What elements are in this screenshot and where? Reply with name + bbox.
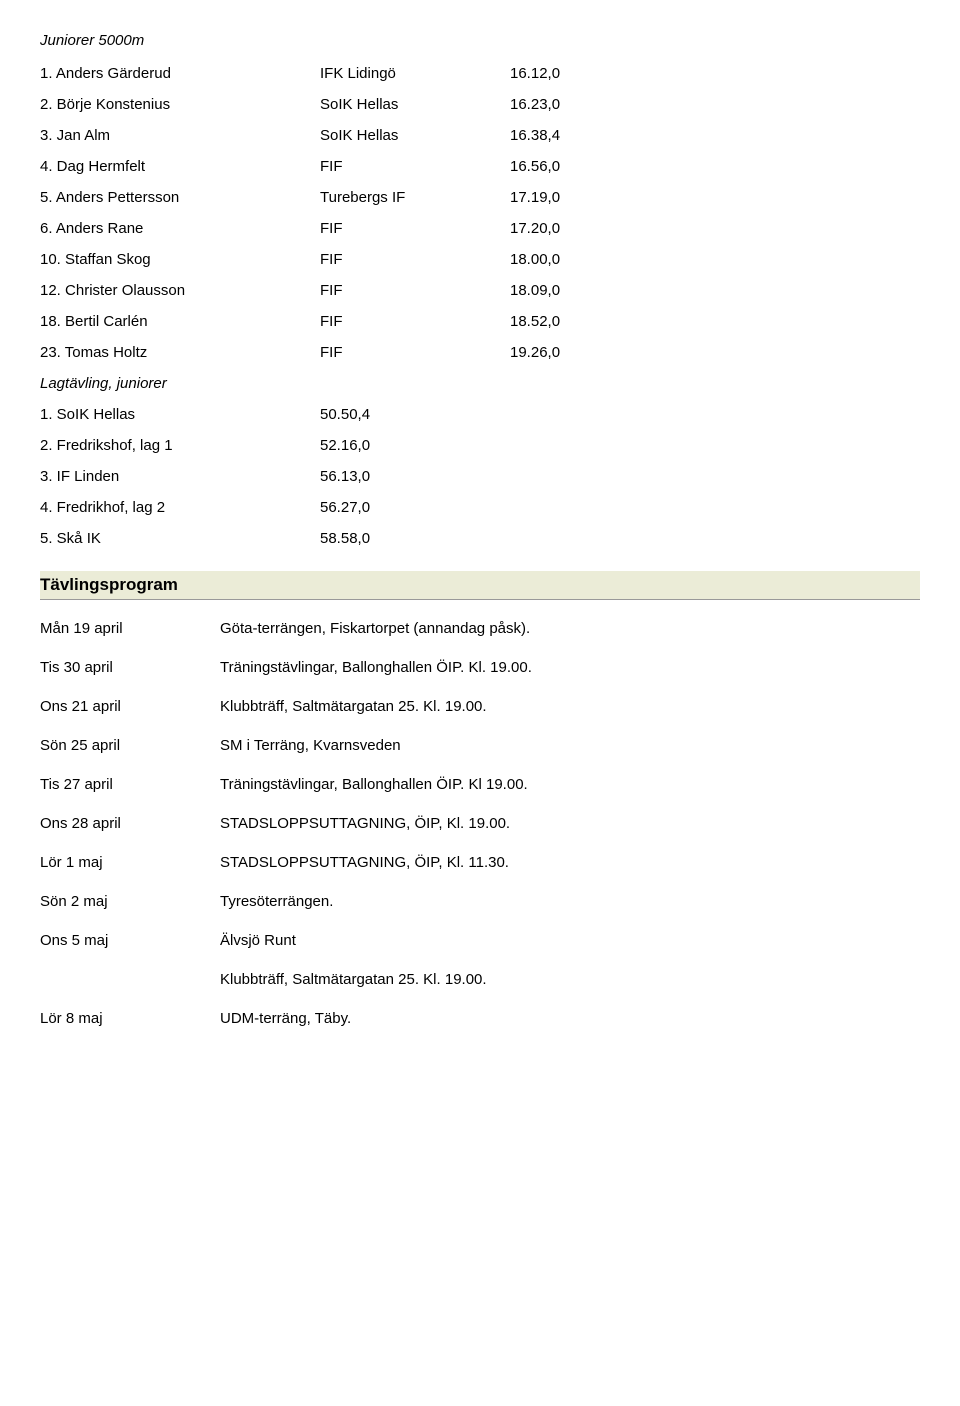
schedule-date — [40, 971, 220, 988]
schedule-date: Sön 25 april — [40, 737, 220, 754]
result-club: SoIK Hellas — [320, 96, 510, 113]
schedule-desc: STADSLOPPSUTTAGNING, ÖIP, Kl. 19.00. — [220, 815, 920, 832]
result-club: IFK Lidingö — [320, 65, 510, 82]
schedule-row: Sön 2 majTyresöterrängen. — [40, 893, 920, 910]
result-club: FIF — [320, 313, 510, 330]
result-time: 18.09,0 — [510, 282, 610, 299]
result-club: FIF — [320, 220, 510, 237]
team-rank-name: 1. SoIK Hellas — [40, 406, 320, 423]
result-time: 16.38,4 — [510, 127, 610, 144]
schedule-date: Tis 30 april — [40, 659, 220, 676]
result-rank-name: 2. Börje Konstenius — [40, 96, 320, 113]
result-rank-name: 6. Anders Rane — [40, 220, 320, 237]
result-row: 3. Jan AlmSoIK Hellas16.38,4 — [40, 127, 920, 144]
schedule-desc: Träningstävlingar, Ballonghallen ÖIP. Kl… — [220, 776, 920, 793]
result-rank-name: 4. Dag Hermfelt — [40, 158, 320, 175]
result-row: 6. Anders RaneFIF17.20,0 — [40, 220, 920, 237]
result-rank-name: 10. Staffan Skog — [40, 251, 320, 268]
schedule-row: Ons 21 aprilKlubbträff, Saltmätargatan 2… — [40, 698, 920, 715]
team-time: 56.13,0 — [320, 468, 420, 485]
schedule-date: Ons 28 april — [40, 815, 220, 832]
team-rank-name: 2. Fredrikshof, lag 1 — [40, 437, 320, 454]
result-row: 5. Anders PetterssonTurebergs IF17.19,0 — [40, 189, 920, 206]
team-time: 56.27,0 — [320, 499, 420, 516]
schedule-date: Ons 21 april — [40, 698, 220, 715]
schedule-desc: Göta-terrängen, Fiskartorpet (annandag p… — [220, 620, 920, 637]
team-rank-name: 3. IF Linden — [40, 468, 320, 485]
event-title: Juniorer 5000m — [40, 32, 920, 49]
result-club: FIF — [320, 251, 510, 268]
result-rank-name: 18. Bertil Carlén — [40, 313, 320, 330]
result-rank-name: 5. Anders Pettersson — [40, 189, 320, 206]
result-row: 10. Staffan SkogFIF18.00,0 — [40, 251, 920, 268]
schedule-row: Sön 25 aprilSM i Terräng, Kvarnsveden — [40, 737, 920, 754]
schedule-desc: Älvsjö Runt — [220, 932, 920, 949]
schedule-row: Tis 27 aprilTräningstävlingar, Ballongha… — [40, 776, 920, 793]
result-rank-name: 1. Anders Gärderud — [40, 65, 320, 82]
results-list: 1. Anders GärderudIFK Lidingö16.12,0 2. B… — [40, 65, 920, 361]
result-time: 17.20,0 — [510, 220, 610, 237]
schedule-desc: Klubbträff, Saltmätargatan 25. Kl. 19.00… — [220, 698, 920, 715]
team-title: Lagtävling, juniorer — [40, 375, 920, 392]
schedule-desc: SM i Terräng, Kvarnsveden — [220, 737, 920, 754]
schedule-date: Mån 19 april — [40, 620, 220, 637]
result-row: 1. Anders GärderudIFK Lidingö16.12,0 — [40, 65, 920, 82]
team-row: 2. Fredrikshof, lag 152.16,0 — [40, 437, 920, 454]
result-rank-name: 23. Tomas Holtz — [40, 344, 320, 361]
schedule-date: Tis 27 april — [40, 776, 220, 793]
result-time: 16.23,0 — [510, 96, 610, 113]
schedule-row: Ons 5 majÄlvsjö Runt — [40, 932, 920, 949]
team-row: 1. SoIK Hellas50.50,4 — [40, 406, 920, 423]
result-time: 17.19,0 — [510, 189, 610, 206]
schedule-desc: UDM-terräng, Täby. — [220, 1010, 920, 1027]
team-time: 50.50,4 — [320, 406, 420, 423]
schedule-date: Ons 5 maj — [40, 932, 220, 949]
schedule-row: Lör 8 majUDM-terräng, Täby. — [40, 1010, 920, 1027]
result-club: FIF — [320, 158, 510, 175]
schedule-row: Tis 30 aprilTräningstävlingar, Ballongha… — [40, 659, 920, 676]
result-row: 4. Dag HermfeltFIF16.56,0 — [40, 158, 920, 175]
result-time: 18.00,0 — [510, 251, 610, 268]
schedule-row: Lör 1 majSTADSLOPPSUTTAGNING, ÖIP, Kl. 1… — [40, 854, 920, 871]
team-results-list: 1. SoIK Hellas50.50,42. Fredrikshof, lag… — [40, 406, 920, 547]
schedule-row: Ons 28 aprilSTADSLOPPSUTTAGNING, ÖIP, Kl… — [40, 815, 920, 832]
schedule-date: Sön 2 maj — [40, 893, 220, 910]
schedule-row: Klubbträff, Saltmätargatan 25. Kl. 19.00… — [40, 971, 920, 988]
schedule-desc: Klubbträff, Saltmätargatan 25. Kl. 19.00… — [220, 971, 920, 988]
team-row: 5. Skå IK58.58,0 — [40, 530, 920, 547]
team-time: 52.16,0 — [320, 437, 420, 454]
result-row: 12. Christer OlaussonFIF18.09,0 — [40, 282, 920, 299]
result-row: 18. Bertil CarlénFIF18.52,0 — [40, 313, 920, 330]
result-club: SoIK Hellas — [320, 127, 510, 144]
team-row: 3. IF Linden56.13,0 — [40, 468, 920, 485]
result-row: 2. Börje KonsteniusSoIK Hellas16.23,0 — [40, 96, 920, 113]
schedule-row: Mån 19 aprilGöta-terrängen, Fiskartorpet… — [40, 620, 920, 637]
result-club: Turebergs IF — [320, 189, 510, 206]
result-time: 16.12,0 — [510, 65, 610, 82]
schedule-desc: STADSLOPPSUTTAGNING, ÖIP, Kl. 11.30. — [220, 854, 920, 871]
result-club: FIF — [320, 282, 510, 299]
schedule-date: Lör 8 maj — [40, 1010, 220, 1027]
result-time: 18.52,0 — [510, 313, 610, 330]
result-time: 19.26,0 — [510, 344, 610, 361]
schedule-date: Lör 1 maj — [40, 854, 220, 871]
schedule-desc: Träningstävlingar, Ballonghallen ÖIP. Kl… — [220, 659, 920, 676]
team-rank-name: 5. Skå IK — [40, 530, 320, 547]
schedule-desc: Tyresöterrängen. — [220, 893, 920, 910]
result-rank-name: 3. Jan Alm — [40, 127, 320, 144]
schedule-list: Mån 19 aprilGöta-terrängen, Fiskartorpet… — [40, 620, 920, 1027]
result-club: FIF — [320, 344, 510, 361]
team-row: 4. Fredrikhof, lag 256.27,0 — [40, 499, 920, 516]
program-heading: Tävlingsprogram — [40, 571, 920, 600]
team-rank-name: 4. Fredrikhof, lag 2 — [40, 499, 320, 516]
result-time: 16.56,0 — [510, 158, 610, 175]
result-row: 23. Tomas HoltzFIF19.26,0 — [40, 344, 920, 361]
team-time: 58.58,0 — [320, 530, 420, 547]
result-rank-name: 12. Christer Olausson — [40, 282, 320, 299]
